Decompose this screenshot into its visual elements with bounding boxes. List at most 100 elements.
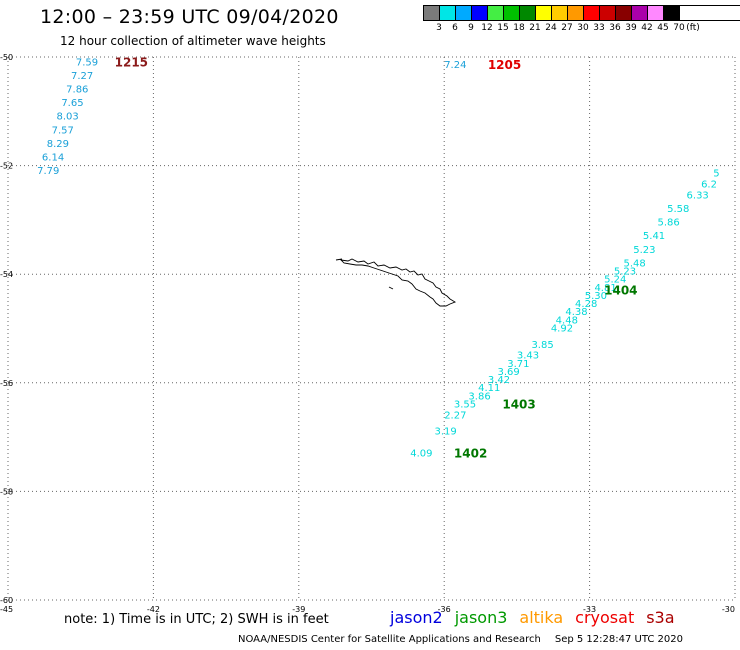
lat-tick-label: -50 [0,53,13,62]
legend-swatch [568,6,584,20]
legend-labels: 3 6 9 12 15 18 21 24 27 30 33 36 39 42 45 70 (ft) [423,23,740,37]
wave-height-value: 8.03 [56,112,78,123]
wave-height-legend: 3 6 9 12 15 18 21 24 27 30 33 36 39 42 45 70 (ft) [423,5,740,37]
lat-tick-label: -58 [0,487,13,496]
wave-height-value: 5.23 [633,245,655,256]
legend-label: 3 [436,23,442,33]
wave-height-value: 4.81 [594,283,616,294]
wave-height-value: 5.24 [604,275,626,286]
lon-tick-label: -30 [722,605,735,614]
lon-tick-label: -42 [147,605,160,614]
legend-label: 33 [593,23,605,33]
credit-org: NOAA/NESDIS Center for Satellite Applica… [238,634,541,645]
legend-label: 15 [497,23,509,33]
lat-tick-label: -52 [0,162,13,171]
legend-swatch [552,6,568,20]
credit-timestamp: Sep 5 12:28:47 UTC 2020 [554,634,683,645]
legend-label: 36 [609,23,621,33]
wave-height-value: 7.27 [71,71,93,82]
pass-time-label: 1402 [454,446,487,460]
page-title: 12:00 – 23:59 UTC 09/04/2020 [40,6,339,28]
mission-cryosat: cryosat [575,608,635,627]
wave-height-value: 4.48 [556,315,578,326]
legend-label: 39 [625,23,637,33]
wave-height-value: 4.38 [565,307,587,318]
wave-height-value: 5 [713,169,719,180]
wave-height-value: 7.65 [61,98,83,109]
wave-height-value: 3.19 [435,427,457,438]
legend-swatch [648,6,664,20]
wave-height-value: 5.58 [667,204,689,215]
lon-tick-label: -36 [438,605,451,614]
altimeter-tracks: 7.59 7.27 7.86 7.65 8.03 7.57 8.29 6.14 7.79 1215… [37,55,719,460]
wave-height-value: 6.33 [687,190,709,201]
legend-swatch [424,6,440,20]
wave-height-value: 6.2 [701,180,717,191]
footer-note: note: 1) Time is in UTC; 2) SWH is in fe… [64,612,329,627]
wave-height-value: 3.86 [468,391,490,402]
legend-swatch [584,6,600,20]
legend-swatch [616,6,632,20]
mission-altika: altika [519,608,564,627]
wave-height-value: 3.71 [507,359,529,370]
lat-tick-label: -56 [0,379,13,388]
legend-swatch [472,6,488,20]
map-grid [7,56,736,601]
pass-time-label: 1215 [115,55,148,69]
wave-height-value: 3.43 [517,351,539,362]
wave-height-value: 5.41 [643,231,665,242]
wave-height-value: 4.28 [575,299,597,310]
wave-height-value: 4.92 [551,324,573,335]
legend-color-bar [423,5,740,21]
wave-height-value: 7.24 [444,60,466,71]
axis-tick-labels: -45 -42 -39 -36 -33 -30 -50 -52 -54 -56 -58 -60 [0,53,735,614]
mission-jason2: jason2 [390,608,443,627]
wave-height-value: 5.86 [657,218,679,229]
wave-height-value: 2.27 [444,410,466,421]
pass-time-label: 1403 [502,398,535,412]
lon-tick-label: -39 [292,605,305,614]
lon-tick-label: -45 [0,605,13,614]
legend-label: 18 [513,23,525,33]
wave-height-value: 4.11 [478,383,500,394]
wave-height-value: 3.69 [498,367,520,378]
mission-s3a: s3a [646,608,675,627]
wave-height-value: 8.29 [47,139,69,150]
legend-swatch [488,6,504,20]
pass-time-label: 1205 [488,58,521,72]
wave-height-value: 5.23 [614,266,636,277]
wave-height-value: 7.86 [66,85,88,96]
legend-swatch [664,6,680,20]
legend-label: 30 [577,23,589,33]
wave-height-value: 4.09 [410,448,432,459]
credit-line: NOAA/NESDIS Center for Satellite Applica… [238,634,683,645]
wave-height-value: 7.59 [76,57,98,68]
legend-label: 21 [529,23,541,33]
legend-swatch [632,6,648,20]
wave-height-value: 6.14 [42,152,64,163]
legend-swatch [600,6,616,20]
legend-label: 6 [452,23,458,33]
wave-height-value: 7.79 [37,166,59,177]
page-subtitle: 12 hour collection of altimeter wave hei… [60,34,326,48]
legend-label: 12 [481,23,493,33]
legend-label: 9 [468,23,474,33]
lat-tick-label: -54 [0,270,13,279]
legend-swatch [504,6,520,20]
legend-swatch [440,6,456,20]
legend-label: 27 [561,23,573,33]
legend-unit: (ft) [686,23,700,33]
pass-time-label: 1404 [604,283,637,297]
south-georgia-coastline [335,258,457,307]
legend-label: 45 [657,23,669,33]
wave-height-value: 7.57 [52,125,74,136]
wave-height-value: 5.48 [624,258,646,269]
legend-label: 24 [545,23,557,33]
legend-label: 42 [641,23,653,33]
legend-swatch [536,6,552,20]
legend-label: 70 [673,23,685,33]
legend-swatch [456,6,472,20]
legend-swatch [520,6,536,20]
mission-jason3: jason3 [454,608,508,627]
